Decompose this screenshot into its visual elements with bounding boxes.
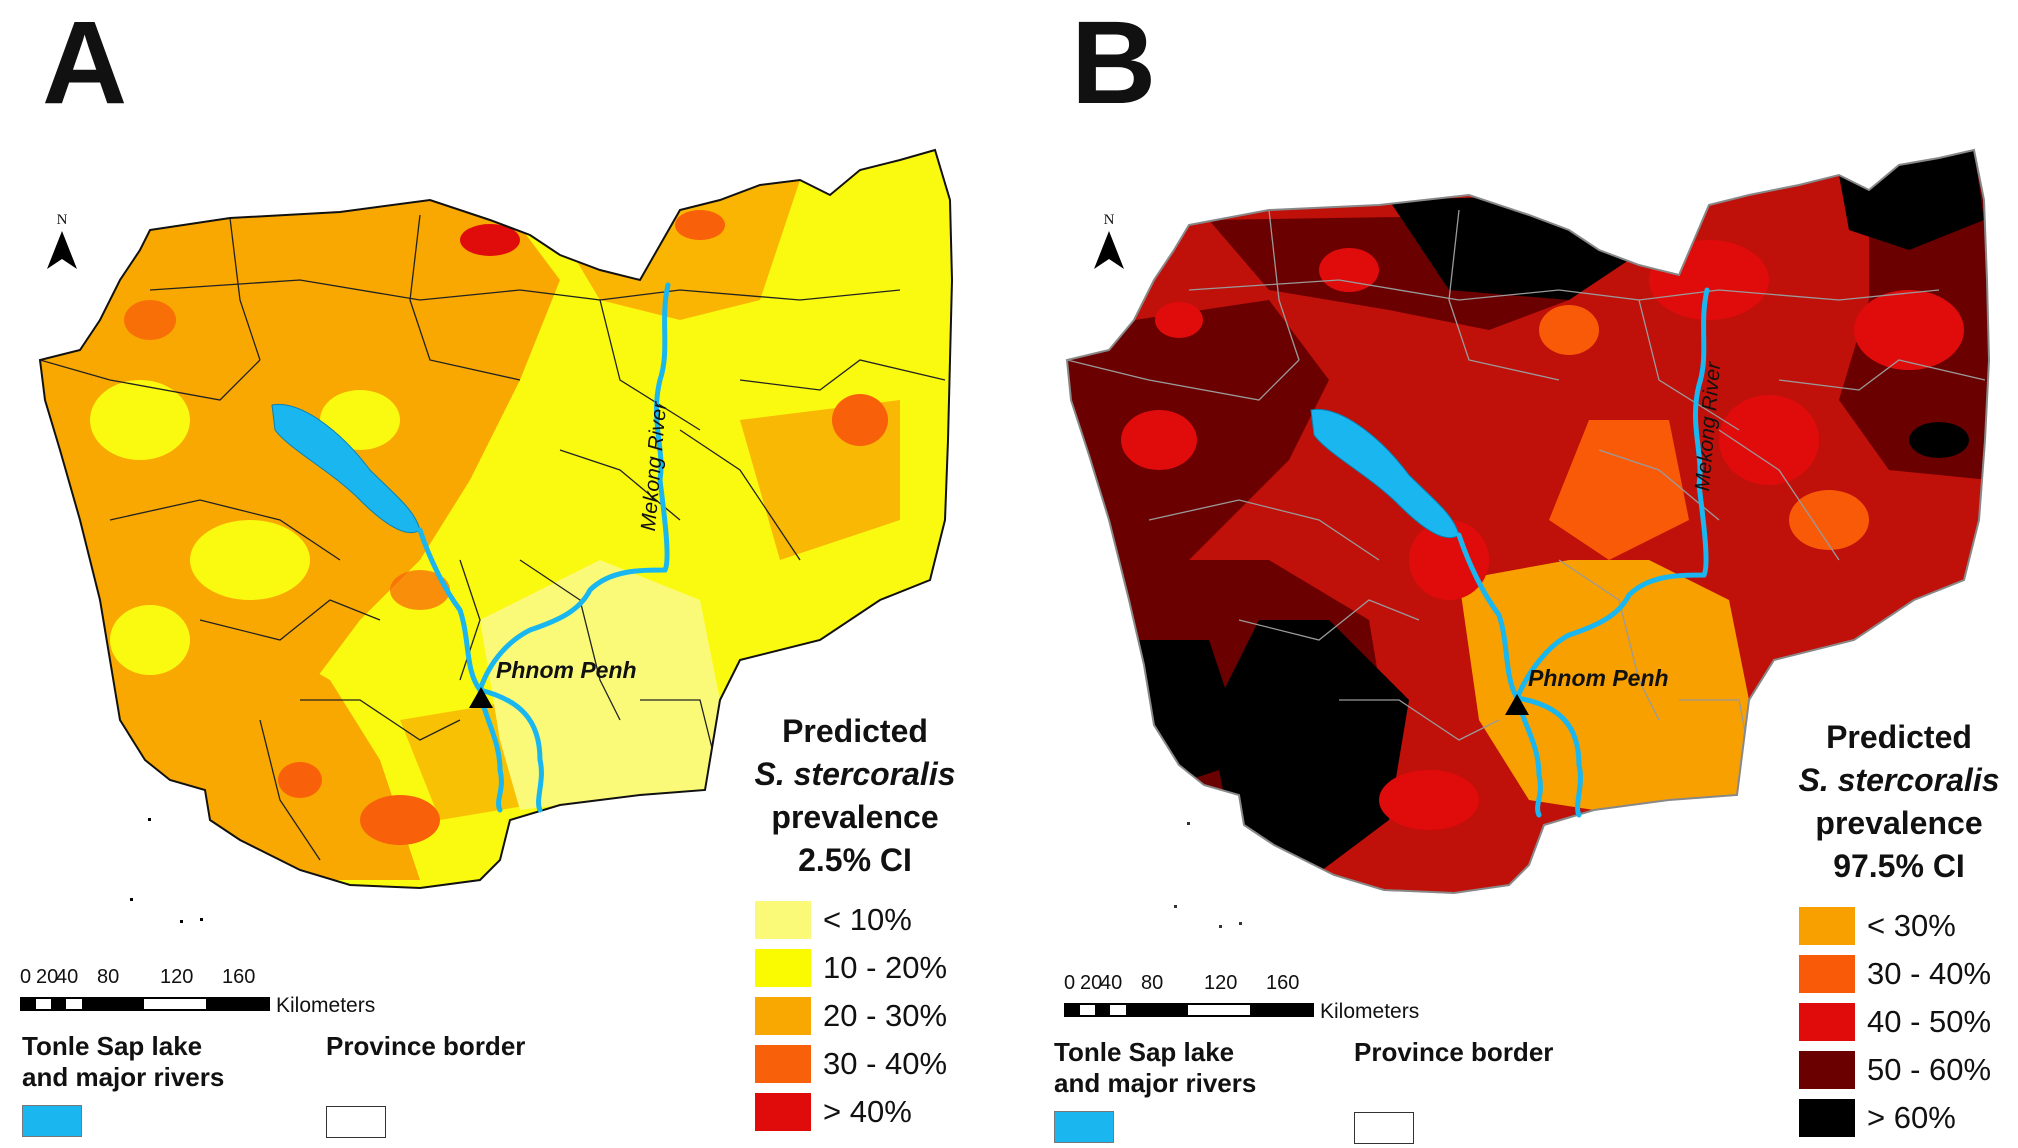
north-label: N — [56, 212, 68, 228]
legend-label: < 30% — [1867, 908, 1956, 943]
legend-label: 30 - 40% — [1867, 956, 1992, 991]
north-arrow: N — [1089, 212, 1129, 269]
panel-b: B — [1009, 0, 2018, 1148]
scale-tick-label: 160 — [1266, 972, 1300, 994]
legend-swatch — [755, 1045, 811, 1083]
phnom-penh-marker — [1505, 694, 1529, 715]
panel-letter: A — [42, 0, 128, 129]
legend-swatch — [1799, 907, 1855, 945]
border-legend-entry: Province border — [326, 1031, 525, 1138]
scale-tick-label: 80 — [97, 966, 120, 988]
rivers — [417, 282, 671, 813]
lake-swatch — [22, 1105, 82, 1137]
legend-label: 20 - 30% — [823, 998, 948, 1033]
legend-swatch — [1799, 1099, 1855, 1137]
legend-item: 30 - 40% — [1799, 950, 2018, 998]
lake-swatch — [1054, 1111, 1114, 1143]
scale-ticks: 0 20 40 80 120 160 — [20, 966, 320, 990]
prevalence-map — [38, 148, 954, 923]
legend-label: > 40% — [823, 1094, 912, 1129]
north-arrow-icon — [1094, 231, 1124, 269]
scale-bar: 0 20 40 80 120 160 Kilometers — [1064, 972, 1419, 1024]
rivers — [1456, 287, 1710, 818]
scale-tick-label: 20 — [1080, 972, 1103, 994]
legend-label: 10 - 20% — [823, 950, 948, 985]
city-label-phnom-penh: Phnom Penh — [1528, 665, 1669, 691]
north-arrow-icon — [47, 231, 77, 269]
scale-units: Kilometers — [1320, 1000, 1420, 1023]
scale-tick-label: 80 — [1141, 972, 1164, 994]
scale-tick-label: 40 — [1100, 972, 1123, 994]
scale-tick-label: 0 — [20, 966, 32, 988]
legend-item: 40 - 50% — [1799, 998, 2018, 1046]
scale-tick-label: 120 — [160, 966, 194, 988]
border-swatch — [326, 1106, 386, 1138]
scale-tick-label: 120 — [1204, 972, 1238, 994]
scale-bar: 0 20 40 80 120 160 Kilometers — [20, 966, 375, 1018]
legend-label: 30 - 40% — [823, 1046, 948, 1081]
scale-bar-graphic — [20, 997, 270, 1011]
scale-tick-label: 40 — [56, 966, 79, 988]
legend-item: 30 - 40% — [755, 1040, 985, 1088]
scale-bar-graphic — [1064, 1003, 1314, 1017]
legend-item: 10 - 20% — [755, 944, 985, 992]
city-label-phnom-penh: Phnom Penh — [496, 657, 637, 683]
legend-item: 50 - 60% — [1799, 1046, 2018, 1094]
legend-item: 20 - 30% — [755, 992, 985, 1040]
legend-swatch — [755, 901, 811, 939]
legend-items: < 10% 10 - 20% 20 - 30% 30 - 40% > 40% — [755, 896, 985, 1136]
legend-item: > 40% — [755, 1088, 985, 1136]
panel-letter: B — [1071, 0, 1157, 129]
scale-units: Kilometers — [276, 994, 376, 1017]
north-label: N — [1103, 212, 1115, 228]
legend-label: 40 - 50% — [1867, 1004, 1992, 1039]
legend-swatch — [1799, 1003, 1855, 1041]
lake-legend-entry: Tonle Sap lake and major rivers — [1054, 1037, 1256, 1143]
legend-label: < 10% — [823, 902, 912, 937]
legend-swatch — [755, 949, 811, 987]
north-arrow: N — [42, 212, 82, 269]
legend-item: > 60% — [1799, 1094, 2018, 1142]
legend-swatch — [755, 1093, 811, 1131]
legend-item: < 30% — [1799, 902, 2018, 950]
scale-ticks: 0 20 40 80 120 160 — [1064, 972, 1364, 996]
legend-swatch — [755, 997, 811, 1035]
panel-a: A — [20, 0, 985, 1138]
legend-items: < 30% 30 - 40% 40 - 50% 50 - 60% > 60% — [1799, 902, 2018, 1142]
legend-title: Predicted S. stercoralis prevalence 2.5%… — [754, 713, 956, 878]
legend-swatch — [1799, 1051, 1855, 1089]
prevalence-legend: Predicted S. stercoralis prevalence 2.5%… — [725, 710, 985, 1136]
prevalence-legend: Predicted S. stercoralis prevalence 97.5… — [1769, 716, 2018, 1142]
legend-item: < 10% — [755, 896, 985, 944]
border-legend-entry: Province border — [1354, 1037, 1553, 1144]
legend-label: 50 - 60% — [1867, 1052, 1992, 1087]
legend-title: Predicted S. stercoralis prevalence 97.5… — [1798, 719, 2000, 884]
scale-tick-label: 0 — [1064, 972, 1076, 994]
scale-tick-label: 20 — [36, 966, 59, 988]
legend-label: > 60% — [1867, 1100, 1956, 1135]
scale-tick-label: 160 — [222, 966, 256, 988]
border-swatch — [1354, 1112, 1414, 1144]
phnom-penh-marker — [469, 687, 493, 708]
legend-swatch — [1799, 955, 1855, 993]
lake-legend-entry: Tonle Sap lake and major rivers — [22, 1031, 224, 1137]
prevalence-map — [1065, 148, 1991, 928]
